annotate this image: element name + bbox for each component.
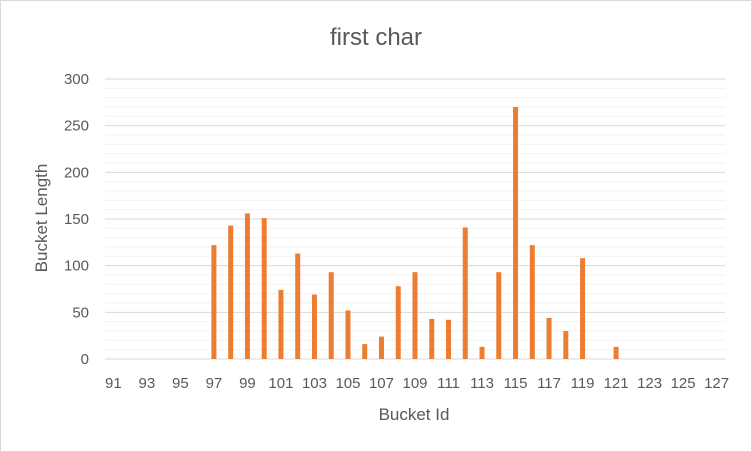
bar-103 [311,294,317,359]
bar-119 [580,258,586,359]
y-tick-label: 100 [64,258,89,275]
x-tick-label: 111 [437,375,460,392]
y-tick-label: 300 [64,71,89,88]
x-tick-label: 115 [504,375,528,392]
x-tick-label: 127 [704,375,729,392]
x-tick-label: 95 [172,375,189,392]
x-tick-label: 97 [206,375,223,392]
x-tick-label: 109 [402,375,427,392]
bar-109 [412,272,418,359]
bar-107 [378,336,384,359]
x-tick-label: 113 [470,375,494,392]
x-axis-ticks: 91 93 95 97 99 101 103 105 107 109 111 113 115 117 119… [105,375,729,392]
y-tick-label: 150 [64,211,89,228]
bar-101 [278,289,284,359]
x-tick-label: 103 [302,375,327,392]
bar-98 [228,225,234,359]
x-axis-title: Bucket Id [379,405,450,424]
x-tick-label: 117 [537,375,561,392]
x-tick-label: 107 [369,375,394,392]
y-axis-ticks: 0 50 100 150 200 250 300 [64,71,89,368]
bar-114 [496,272,502,359]
bar-111 [446,319,452,359]
bar-116 [529,245,535,359]
bar-104 [328,272,334,359]
bar-117 [546,317,552,359]
x-tick-label: 101 [268,375,293,392]
bar-113 [479,346,485,359]
bar-115 [513,107,519,359]
x-tick-label: 91 [105,375,122,392]
bar-102 [295,253,301,359]
bar-118 [563,331,569,359]
x-tick-label: 121 [604,375,629,392]
bar-106 [362,344,368,359]
chart-title: first char [330,24,422,51]
x-tick-label: 125 [671,375,696,392]
x-tick-label: 123 [637,375,662,392]
bar-112 [462,227,468,359]
bar-series [211,107,619,359]
bar-97 [211,245,217,359]
x-tick-label: 93 [139,375,156,392]
x-tick-label: 105 [335,375,360,392]
bar-108 [395,286,401,359]
x-tick-label: 119 [571,375,595,392]
y-tick-label: 200 [64,164,89,181]
bar-105 [345,310,351,359]
gridlines [105,78,725,360]
bar-99 [244,213,250,359]
y-tick-label: 0 [81,351,89,368]
bar-110 [429,318,435,359]
bar-121 [613,346,619,359]
y-tick-label: 50 [72,304,89,321]
y-axis-title: Bucket Length [32,164,51,273]
bar-100 [261,218,267,359]
y-tick-label: 250 [64,118,89,135]
x-tick-label: 99 [239,375,256,392]
